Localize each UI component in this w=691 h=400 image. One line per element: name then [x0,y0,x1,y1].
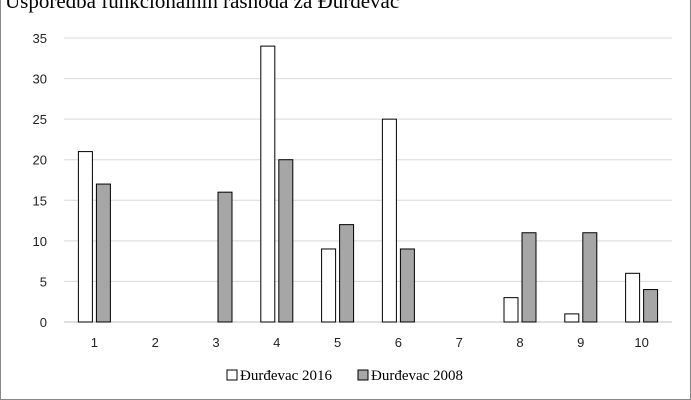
bar-series-1-10 [625,272,641,323]
legend-swatch-1 [226,369,238,381]
y-tick-label: 0 [40,315,47,330]
x-tick-label: 7 [456,335,463,350]
gridlines [64,37,672,323]
bar-series-1-4 [260,45,276,323]
x-tick-label: 4 [273,335,280,350]
x-tick-label: 1 [91,335,98,350]
legend-label-2: Đurđevac 2008 [371,368,463,384]
y-tick-label: 20 [33,153,47,168]
y-tick-label: 30 [33,72,47,87]
y-axis-ticks: 0 5 10 15 20 25 30 35 [33,31,47,330]
chart-title: Usporedba funkcionalnih rashoda za Đurđe… [5,0,400,13]
y-tick-label: 10 [33,234,47,249]
x-tick-label: 2 [152,335,159,350]
bar-series-2-3 [217,191,233,323]
bar-series-1-1 [77,151,93,323]
y-tick-label: 15 [33,193,47,208]
y-tick-label: 35 [33,31,47,46]
bar-series-2-10 [643,289,659,323]
x-tick-label: 8 [516,335,523,350]
bar-series-2-9 [582,232,598,323]
bar-series-2-5 [339,224,355,323]
bars [77,45,659,323]
x-tick-label: 3 [212,335,219,350]
y-tick-label: 5 [40,274,47,289]
bar-series-1-5 [321,248,337,323]
legend-swatch-2 [357,369,369,381]
x-axis-ticks: 1 2 3 4 5 6 7 8 9 10 [91,335,649,350]
bar-series-1-6 [381,118,397,323]
x-tick-label: 6 [395,335,402,350]
bar-series-1-8 [503,297,519,323]
x-tick-label: 5 [334,335,341,350]
bar-series-2-4 [278,159,294,323]
bar-series-2-6 [399,248,415,323]
legend-label-1: Đurđevac 2016 [240,368,333,384]
x-tick-label: 10 [634,335,648,350]
bar-series-2-8 [521,232,537,323]
bar-series-1-9 [564,313,580,323]
bar-series-2-1 [95,183,111,323]
y-tick-label: 25 [33,112,47,127]
x-tick-label: 9 [577,335,584,350]
legend: Đurđevac 2016 Đurđevac 2008 [226,368,463,384]
